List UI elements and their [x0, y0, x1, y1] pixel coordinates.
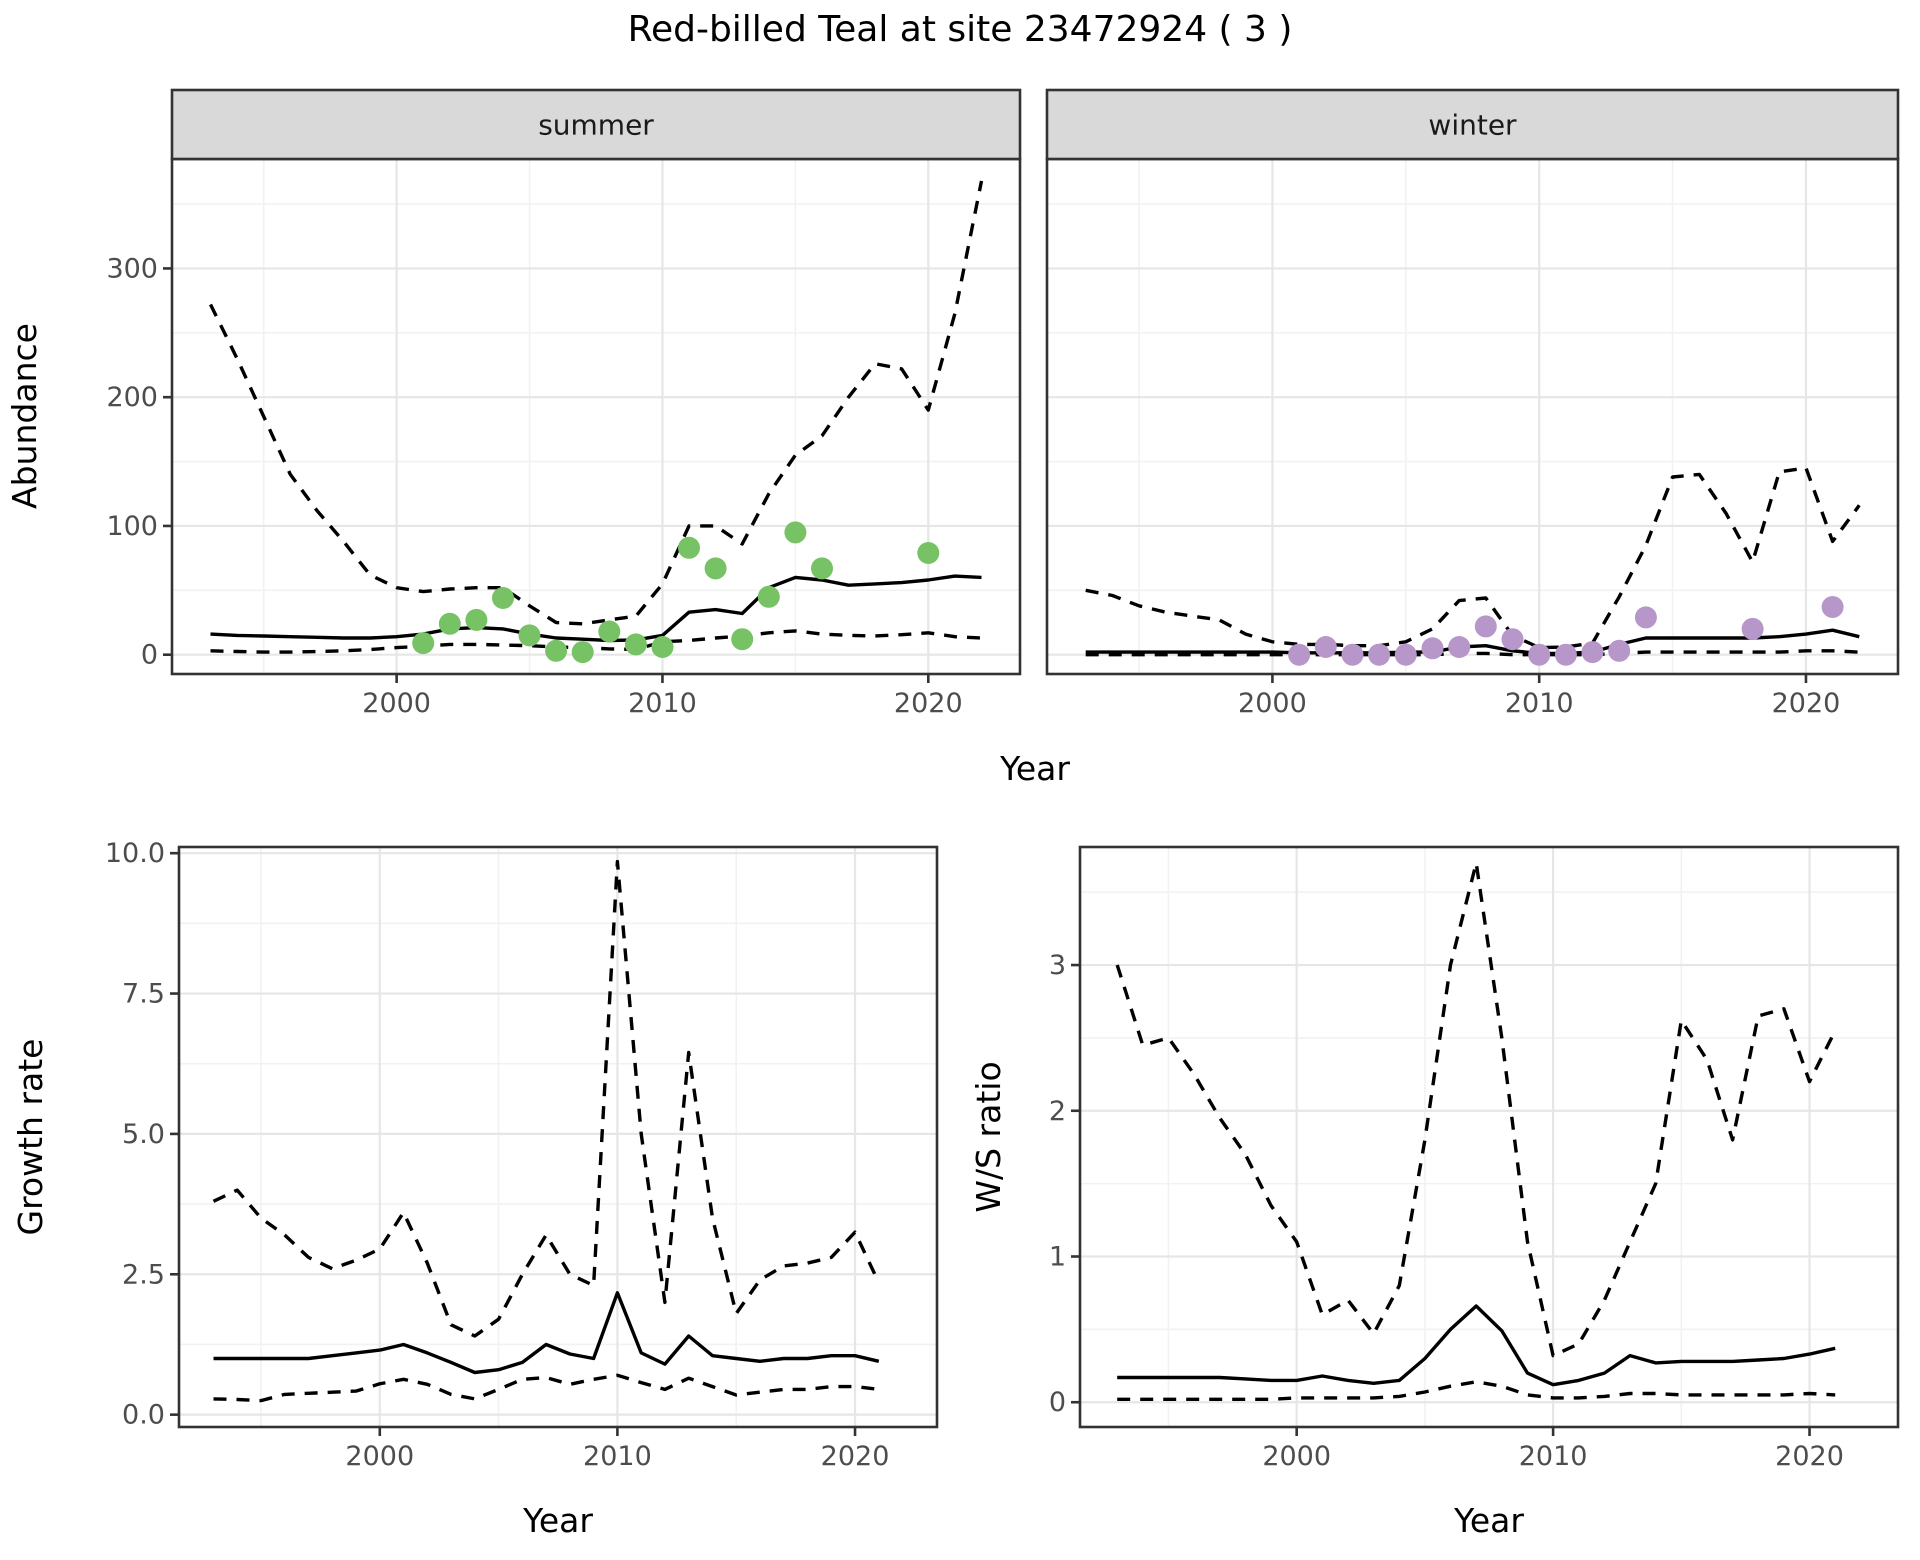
data-point — [598, 620, 621, 643]
data-point — [811, 557, 833, 580]
ws-ratio-median-line — [1117, 1304, 1836, 1387]
y-axis-title-growth-rate: Growth rate — [11, 1039, 50, 1236]
x-tick-label: 2020 — [821, 1441, 890, 1472]
data-point — [492, 587, 514, 609]
data-point — [518, 624, 541, 647]
ws-ratio-upper_95ci-line — [1115, 861, 1837, 1358]
abundance-summer-lower_95ci-line — [210, 629, 982, 654]
x-axis-title-growth-rate: Year — [522, 1501, 593, 1540]
x-tick-label: 2020 — [894, 688, 963, 719]
y-tick-label: 2.5 — [122, 1259, 165, 1290]
y-tick-label: 10.0 — [105, 838, 165, 869]
y-tick-label: 2 — [1049, 1096, 1066, 1127]
data-point — [1821, 596, 1844, 618]
ws-ratio-lower_95ci-line — [1117, 1380, 1836, 1401]
x-tick-label: 2000 — [1238, 688, 1307, 719]
data-point — [704, 557, 727, 580]
x-tick-label: 2020 — [1772, 688, 1841, 719]
panel-growth-rate: 2000 2010 2020 0.0 2.5 5.0 7.5 10.0 Growth rate Y… — [11, 838, 939, 1540]
x-axis-title-abundance: Year — [999, 749, 1070, 788]
data-point — [784, 521, 807, 544]
x-tick-label: 2010 — [628, 688, 697, 719]
data-point — [1581, 641, 1604, 664]
data-point — [1341, 643, 1364, 666]
y-tick-label: 1 — [1049, 1241, 1066, 1272]
data-point — [1448, 636, 1471, 658]
data-point — [731, 628, 754, 651]
panel-ws-ratio: 2000 2010 2020 0 1 2 3 W/S ratio Year — [969, 845, 1900, 1540]
x-tick-label: 2000 — [345, 1441, 414, 1472]
data-point — [1554, 643, 1577, 666]
panel-abundance-winter: winter 2000 2010 2020 — [1045, 88, 1900, 719]
data-point — [678, 536, 700, 559]
y-tick-label: 3 — [1049, 950, 1066, 981]
y-tick-label: 0 — [141, 640, 158, 671]
y-axis-title-abundance-summer: Abundance — [5, 323, 44, 509]
data-point — [1741, 617, 1764, 640]
data-point — [624, 633, 647, 656]
data-point — [1288, 643, 1311, 666]
data-point — [651, 636, 674, 658]
facet-strip — [1045, 88, 1900, 161]
panel-border — [1078, 845, 1900, 1429]
y-tick-label: 0 — [1049, 1387, 1066, 1418]
abundance-summer-median-line — [210, 574, 982, 643]
observed-counts-winter — [1288, 596, 1844, 666]
data-point — [1368, 643, 1391, 666]
growth-rate-data-layer — [212, 859, 881, 1403]
data-point — [757, 585, 780, 608]
abundance-winter-median-line — [1085, 628, 1860, 656]
abundance-summer-upper_95ci-line — [208, 180, 984, 626]
y-tick-label: 100 — [106, 511, 158, 542]
data-point — [1314, 636, 1337, 658]
data-point — [545, 639, 568, 662]
panel-abundance-summer: summer 2000 2010 2020 0 100 200 300 Abundance — [5, 88, 1022, 719]
data-point — [1608, 639, 1631, 662]
data-point — [1501, 628, 1524, 651]
chart-title: Red-billed Teal at site 23472924 ( 3 ) — [627, 9, 1293, 50]
growth-rate-median-line — [213, 1291, 880, 1375]
growth-rate-upper_95ci-line — [212, 859, 881, 1338]
y-tick-label: 5.0 — [122, 1119, 165, 1150]
data-point — [1421, 637, 1444, 660]
x-tick-label: 2010 — [1505, 688, 1574, 719]
y-tick-label: 300 — [106, 253, 158, 284]
data-point — [571, 641, 594, 664]
facet-label-summer: summer — [538, 109, 654, 142]
x-tick-label: 2020 — [1775, 1441, 1844, 1472]
facet-label-winter: winter — [1428, 109, 1517, 142]
data-point — [1634, 606, 1657, 629]
ws-ratio-data-layer — [1115, 861, 1837, 1401]
data-point — [412, 632, 435, 655]
data-point — [1528, 643, 1551, 666]
data-point — [438, 612, 461, 635]
data-point — [1474, 615, 1497, 638]
y-tick-label: 200 — [106, 382, 158, 413]
x-tick-label: 2010 — [1519, 1441, 1588, 1472]
x-tick-label: 2010 — [583, 1441, 652, 1472]
data-point — [1394, 643, 1417, 666]
abundance-winter-data-layer — [1085, 466, 1861, 666]
y-tick-label: 7.5 — [122, 979, 165, 1010]
abundance-summer-data-layer — [208, 180, 984, 664]
data-point — [917, 542, 940, 564]
x-tick-label: 2000 — [362, 688, 431, 719]
observed-counts-summer — [412, 521, 940, 664]
abundance-winter-lower_95ci-line — [1085, 649, 1860, 657]
y-tick-label: 0.0 — [122, 1400, 165, 1431]
y-axis-title-ws-ratio: W/S ratio — [969, 1061, 1008, 1212]
data-point — [465, 608, 488, 631]
facet-strip — [170, 88, 1022, 161]
x-tick-label: 2000 — [1262, 1441, 1331, 1472]
x-axis-title-ws-ratio: Year — [1453, 1501, 1524, 1540]
panel-border — [177, 845, 939, 1429]
